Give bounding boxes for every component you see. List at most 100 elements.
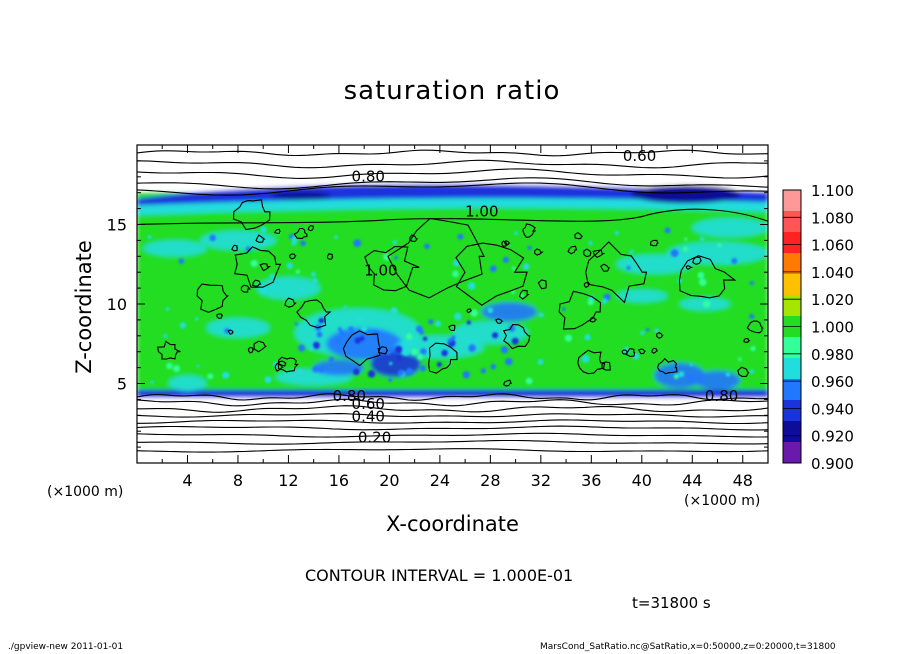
- field-speckle: [738, 357, 742, 362]
- contour-closed: [558, 290, 602, 330]
- field-speckle: [420, 348, 427, 355]
- contour-small: [583, 281, 591, 289]
- dry-lower-layer: [137, 397, 768, 463]
- field-speckle: [673, 373, 679, 379]
- x-unit-left: (×1000 m): [47, 484, 124, 500]
- colorbar-label: 0.900: [811, 455, 854, 473]
- contour-closed: [293, 227, 308, 240]
- field-speckle: [298, 344, 306, 352]
- field-speckle: [490, 363, 496, 370]
- field-speckle: [334, 337, 342, 345]
- colorbar-swatch: [783, 190, 801, 212]
- field-speckle: [394, 255, 398, 260]
- contour-label: 1.00: [465, 203, 498, 221]
- field-speckle: [731, 257, 738, 264]
- field-speckle: [308, 345, 314, 351]
- contour-closed: [428, 342, 458, 374]
- field-speckle: [682, 246, 689, 252]
- contour-line-lower: [137, 432, 768, 438]
- field-speckle: [422, 336, 428, 341]
- contour-small: [284, 297, 297, 308]
- contour-small: [466, 308, 472, 314]
- contour-closed: [656, 357, 678, 375]
- field-speckle: [390, 307, 398, 315]
- contour-line-lower: [137, 425, 768, 431]
- contour-label: 0.80: [705, 387, 738, 405]
- field-speckle: [264, 376, 272, 384]
- field-speckle: [328, 356, 335, 363]
- field-speckle: [470, 309, 478, 317]
- field-speckle: [527, 245, 532, 250]
- field-speckle: [581, 355, 590, 363]
- colorbar-swatch: [783, 442, 801, 464]
- contour-line-lower: [137, 393, 768, 401]
- field-patch: [200, 230, 276, 250]
- field-patch: [168, 375, 207, 392]
- field-speckle: [447, 338, 453, 343]
- field-speckle: [522, 263, 530, 270]
- field-speckle: [334, 235, 338, 239]
- contour-small: [289, 253, 297, 260]
- x-unit-right: (×1000 m): [684, 493, 761, 509]
- field-speckle: [725, 372, 731, 377]
- y-tick-label: 10: [107, 295, 127, 314]
- contour-interval-label: CONTOUR INTERVAL = 1.000E-01: [305, 566, 574, 585]
- contour-closed: [522, 223, 537, 239]
- field-speckle: [311, 271, 317, 277]
- contour-label: 0.80: [352, 168, 385, 186]
- field-speckle: [367, 370, 376, 378]
- field-speckle: [505, 357, 513, 366]
- field-speckle: [645, 327, 650, 332]
- colorbar-swatch: [783, 253, 801, 275]
- field-speckle: [678, 371, 685, 378]
- field-speckle: [397, 369, 405, 377]
- x-tick-label: 8: [233, 471, 243, 490]
- contour-closed: [157, 340, 181, 360]
- contour-small: [737, 366, 750, 377]
- contour-small: [621, 349, 629, 355]
- field-speckle: [749, 369, 754, 374]
- field-speckle: [207, 373, 214, 380]
- field-speckle: [166, 362, 173, 370]
- footer-right: MarsCond_SatRatio.nc@SatRatio,x=0:50000,…: [540, 642, 836, 652]
- field-speckle: [359, 336, 365, 341]
- contour-small: [638, 348, 646, 355]
- field-speckle: [587, 299, 594, 306]
- field-speckle: [629, 249, 634, 254]
- field-speckle: [147, 235, 152, 240]
- field-speckle: [417, 354, 424, 360]
- field-speckle: [165, 306, 170, 311]
- field-patch: [143, 240, 207, 257]
- colorbar-swatch: [783, 358, 801, 380]
- field-speckle: [462, 371, 470, 379]
- contour-line-upper: [137, 149, 768, 157]
- saturation-field: [137, 145, 768, 463]
- colorbar-label: 0.960: [811, 373, 854, 391]
- top-cyan-band: [137, 198, 768, 215]
- field-speckle: [452, 270, 459, 278]
- contour-small: [501, 240, 508, 247]
- contour-small: [307, 224, 314, 232]
- field-speckle: [564, 334, 573, 342]
- field-speckle: [511, 290, 516, 295]
- contour-closed: [342, 330, 381, 367]
- contour-small: [534, 248, 544, 256]
- field-speckle: [466, 320, 471, 325]
- contour-line-upper: [137, 159, 768, 169]
- field-speckle: [260, 226, 267, 233]
- contour-line-lower: [137, 405, 768, 413]
- contour-small: [567, 245, 578, 255]
- y-tick-label: 15: [107, 216, 127, 235]
- x-tick-label: 24: [430, 471, 450, 490]
- contour-small: [448, 324, 456, 332]
- field-speckle: [250, 259, 258, 268]
- contour-label: 0.80: [333, 387, 366, 405]
- contour-line-lower: [137, 448, 768, 453]
- x-tick-label: 36: [581, 471, 601, 490]
- field-speckle: [354, 337, 361, 344]
- field-speckle: [584, 334, 591, 341]
- colorbar-swatch: [783, 400, 801, 422]
- field-speckle: [428, 319, 434, 325]
- colorbar-label: 1.020: [811, 291, 854, 309]
- field-speckle: [670, 249, 679, 258]
